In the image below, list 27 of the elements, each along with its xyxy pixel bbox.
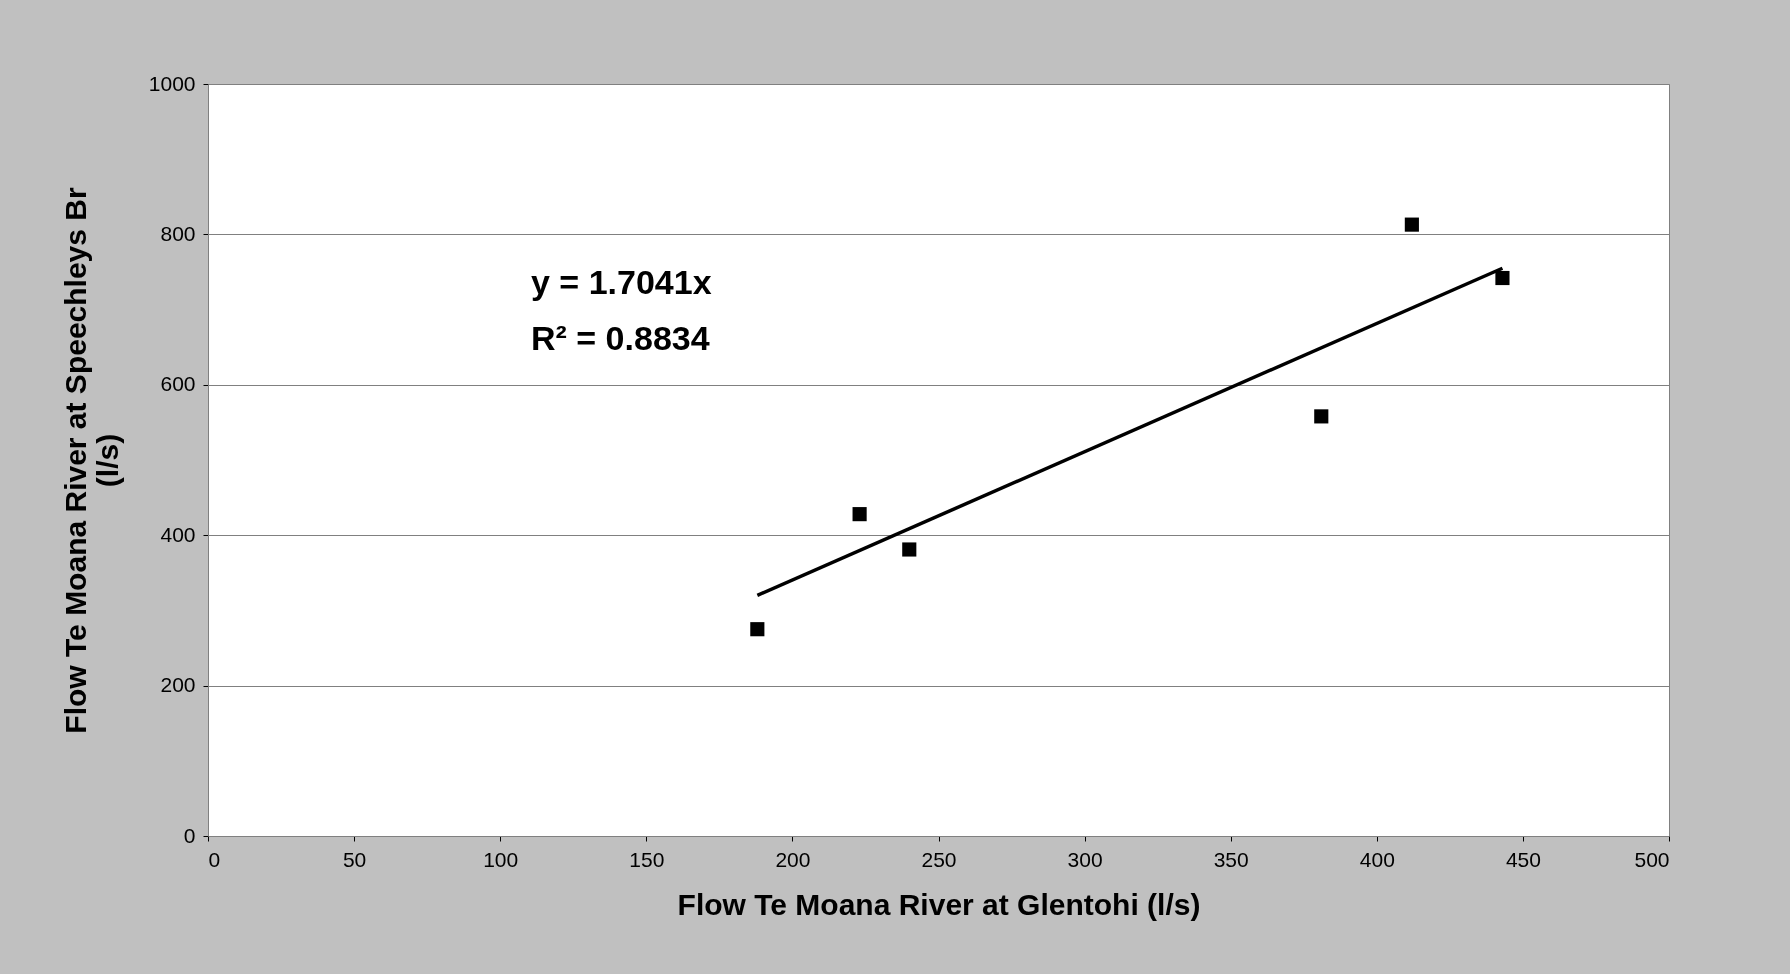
x-tick-label: 200 xyxy=(775,847,811,871)
point xyxy=(902,542,917,557)
point xyxy=(1314,409,1329,424)
y-tick-label: 1000 xyxy=(148,71,196,95)
x-tick-label: 100 xyxy=(483,847,519,871)
y-axis-title: Flow Te Moana River at Speechleys Br (l/s) xyxy=(58,187,124,734)
x-tick-label: 450 xyxy=(1505,847,1541,871)
x-tick-label: 0 xyxy=(208,847,221,871)
point xyxy=(1495,270,1510,286)
y-tick-label: 800 xyxy=(160,221,196,245)
y-tick-label: 200 xyxy=(160,673,196,697)
point xyxy=(852,507,867,522)
x-tick-label: 350 xyxy=(1213,847,1249,871)
x-tick-label: 250 xyxy=(921,847,957,871)
x-tick-label: 400 xyxy=(1359,847,1395,871)
y-tick-label: 0 xyxy=(183,823,196,847)
x-tick-label: 150 xyxy=(629,847,665,871)
annotation: R² = 0.8834 xyxy=(531,319,710,357)
point xyxy=(750,622,765,637)
x-axis-title: Flow Te Moana River at Glentohi (l/s) xyxy=(677,887,1201,921)
x-tick-label: 300 xyxy=(1067,847,1103,871)
y-tick-label: 400 xyxy=(160,522,196,546)
x-tick-label: 50 xyxy=(342,847,367,871)
point xyxy=(1404,217,1419,232)
y-tick-label: 600 xyxy=(160,372,196,396)
annotation: y = 1.7041x xyxy=(531,263,712,301)
x-tick-label: 500 xyxy=(1634,847,1670,871)
